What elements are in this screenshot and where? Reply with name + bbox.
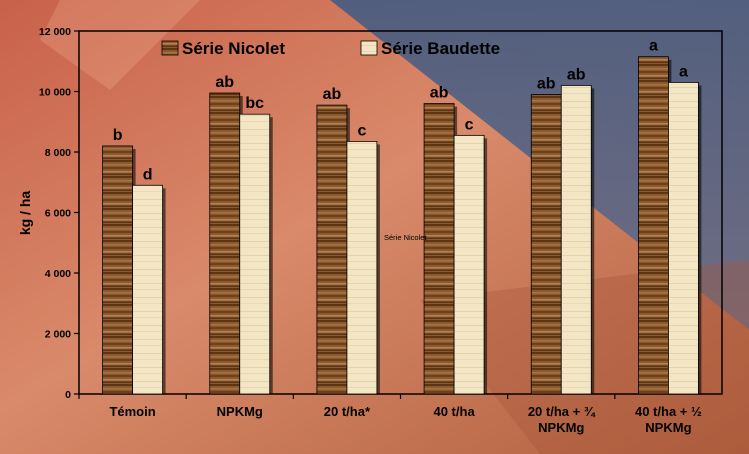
y-tick-label: 12 000 (39, 26, 71, 38)
bar-baudette (132, 184, 163, 395)
x-tick-label: 20 t/ha + ¾ (528, 404, 596, 419)
bar-nicolet (423, 103, 455, 395)
bar-nicolet (316, 104, 348, 395)
bar-baudette (346, 141, 378, 395)
y-tick-label: 0 (65, 389, 71, 401)
significance-label: b (113, 127, 123, 144)
significance-label: ab (537, 76, 556, 93)
significance-label: a (679, 63, 688, 80)
significance-label: c (357, 122, 366, 139)
significance-label: c (465, 116, 474, 133)
x-tick-label: 40 t/ha + ½ (635, 404, 702, 419)
bar-baudette (668, 82, 699, 395)
significance-label: ab (567, 66, 586, 83)
x-tick-label: NPKMg (217, 404, 263, 419)
stray-annotation: Série Nicolet (384, 233, 427, 242)
bar-shadow (376, 144, 380, 394)
y-tick-label: 10 000 (39, 87, 71, 99)
y-tick-label: 8 000 (45, 147, 71, 159)
x-tick-label: Témoin (109, 404, 155, 419)
bar-baudette (453, 134, 485, 395)
y-tick-label: 4 000 (45, 268, 71, 280)
x-tick-label: 20 t/ha* (324, 404, 371, 419)
bar-baudette (239, 113, 271, 395)
bar-nicolet (102, 145, 133, 395)
significance-label: ab (323, 86, 342, 103)
bar-shadow (698, 85, 702, 395)
x-tick-label: 40 t/ha (433, 404, 475, 419)
bar-nicolet (638, 56, 669, 395)
x-tick-label: NPKMg (538, 420, 584, 435)
bar-nicolet (530, 94, 562, 395)
bars (102, 56, 702, 395)
significance-label: ab (430, 85, 449, 102)
x-axis: Témoin NPKMg 20 t/ha* 40 t/ha 20 t/ha + ¾NPK… (78, 394, 702, 435)
y-tick-label: 2 000 (45, 329, 71, 341)
legend-label-baudette: Série Baudette (381, 39, 500, 58)
bar-shadow (591, 88, 595, 394)
significance-label: a (649, 38, 658, 55)
y-axis-label: kg / ha (17, 191, 33, 236)
bar-baudette (560, 85, 592, 395)
bar-shadow (269, 117, 273, 394)
bar-nicolet (209, 92, 241, 395)
significance-label: d (143, 166, 153, 183)
significance-label: ab (215, 74, 234, 91)
bar-shadow (162, 188, 166, 394)
legend-swatch-baudette (360, 40, 378, 56)
y-axis: 0 2 000 4 000 6 000 8 000 10 000 12 000 (39, 26, 79, 401)
x-tick-label: NPKMg (645, 420, 691, 435)
legend-swatch-nicolet (161, 40, 179, 56)
significance-label: bc (245, 95, 264, 112)
bar-shadow (484, 138, 488, 394)
legend: Série Nicolet Série Baudette (161, 39, 500, 58)
legend-label-nicolet: Série Nicolet (182, 39, 285, 58)
y-tick-label: 6 000 (45, 208, 71, 220)
